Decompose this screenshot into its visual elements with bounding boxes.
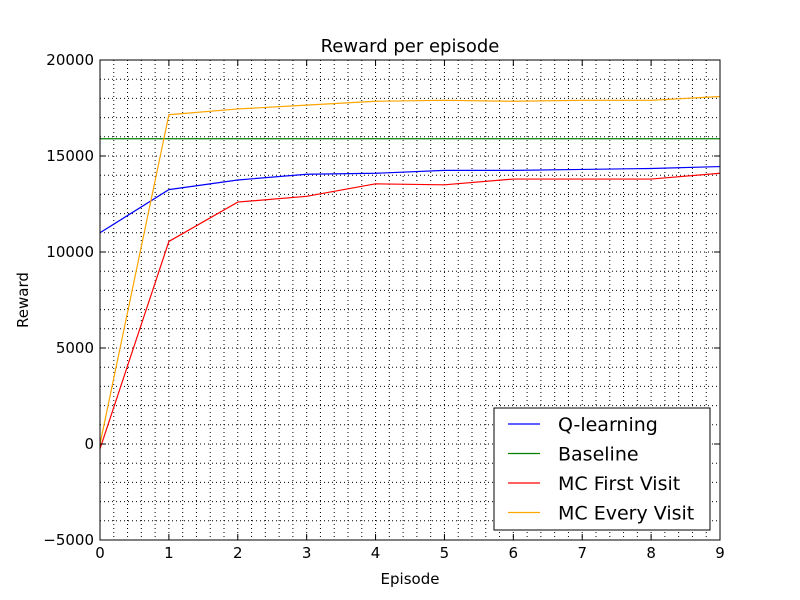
x-tick-label: 7 [577,544,587,562]
plot-frame [99,59,721,541]
y-tick-label: 10000 [46,243,94,261]
x-tick-label: 8 [646,544,656,562]
chart-title: Reward per episode [321,36,500,57]
x-tick-label: 5 [440,544,450,562]
series-lines [99,95,721,449]
y-tick-label: −5000 [43,531,94,549]
legend-label-baseline: Baseline [558,444,639,466]
x-tick-label: 1 [164,544,174,562]
series-line-q-learning [99,165,721,234]
x-tick-label: 0 [95,544,105,562]
legend-label-mc-every-visit: MC Every Visit [558,503,694,525]
x-tick-label: 3 [302,544,312,562]
legend-box [493,407,711,531]
y-axis-label: Reward [14,272,32,328]
y-tick-label: 20000 [46,51,94,69]
x-tick-label: 4 [371,544,381,562]
x-tick-label: 9 [715,544,725,562]
y-tick-label: 0 [84,435,94,453]
y-tick-label: 5000 [56,339,94,357]
y-tick-label: 15000 [46,147,94,165]
legend: Q-learning Baseline MC First Visit MC Every… [493,407,711,531]
legend-label-q-learning: Q-learning [558,414,658,436]
legend-label-mc-first-visit: MC First Visit [558,473,680,495]
x-axis-label: Episode [381,570,440,588]
series-line-mc-every-visit [99,95,721,445]
x-tick-label: 6 [509,544,519,562]
x-tick-label: 2 [233,544,243,562]
series-line-mc-first-visit [99,172,721,449]
